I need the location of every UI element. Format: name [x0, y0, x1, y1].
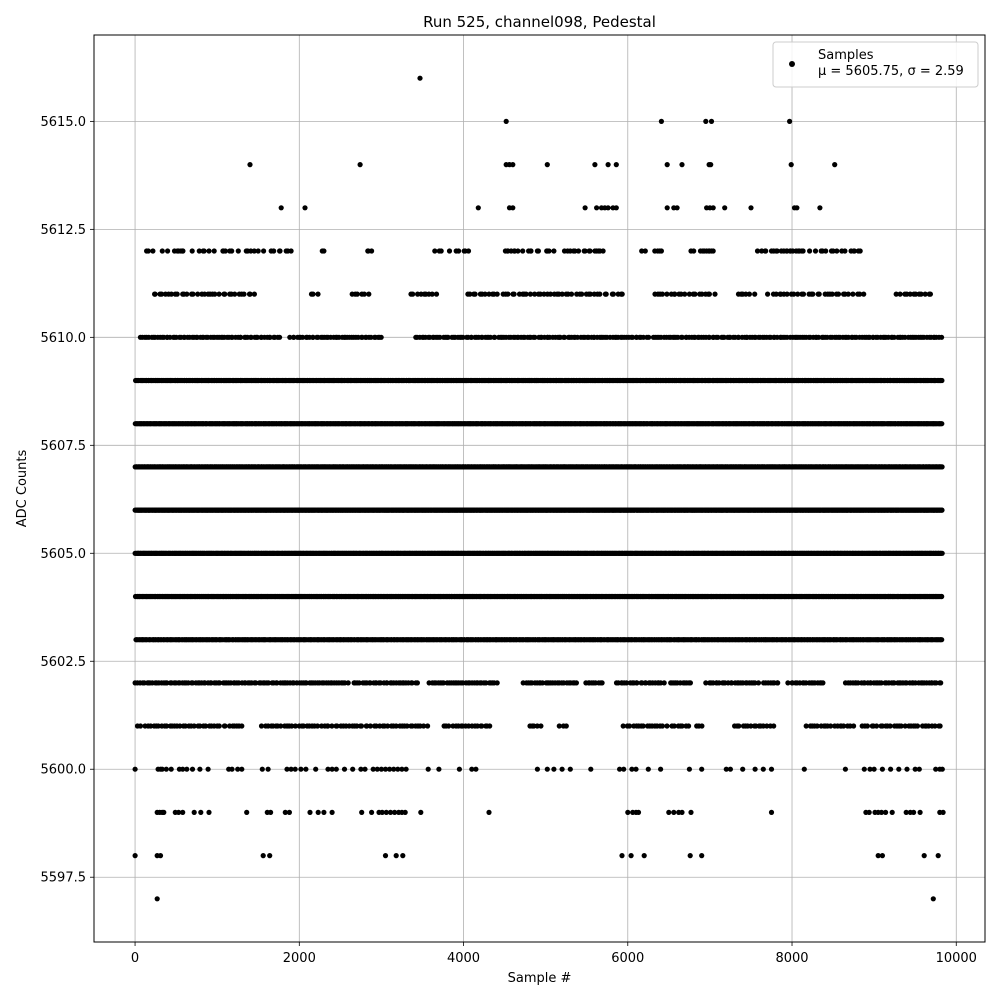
data-point — [197, 723, 203, 729]
data-point — [364, 723, 370, 729]
data-point — [764, 723, 770, 729]
data-point — [803, 723, 809, 729]
data-point — [785, 680, 791, 686]
data-point — [939, 507, 945, 513]
data-point — [329, 723, 335, 729]
data-point — [440, 680, 447, 686]
data-point — [752, 680, 758, 686]
data-point — [414, 680, 420, 686]
data-point — [891, 680, 897, 686]
data-point — [841, 723, 847, 729]
data-point — [164, 680, 170, 686]
data-point — [222, 723, 228, 729]
data-point — [932, 723, 938, 729]
data-point — [421, 723, 427, 729]
data-point — [538, 723, 544, 729]
data-point — [274, 680, 280, 686]
data-point — [425, 723, 431, 729]
data-point — [887, 723, 893, 729]
data-point — [216, 723, 222, 729]
data-point — [479, 723, 485, 729]
data-point — [534, 723, 540, 729]
data-point — [356, 680, 362, 686]
samples-series — [132, 75, 946, 902]
data-point — [573, 680, 580, 686]
data-point — [300, 723, 307, 729]
data-point — [864, 723, 871, 729]
data-point — [755, 680, 762, 686]
data-point — [679, 723, 685, 729]
data-point — [640, 723, 646, 729]
data-point — [828, 723, 834, 729]
data-point — [409, 680, 415, 686]
data-point — [933, 680, 939, 686]
data-point — [191, 723, 197, 729]
data-point — [164, 723, 170, 729]
data-point — [404, 723, 410, 729]
data-point — [292, 723, 298, 729]
data-point — [539, 680, 546, 686]
data-point — [354, 723, 360, 729]
data-point — [483, 680, 489, 686]
data-point — [671, 723, 677, 729]
data-point — [258, 723, 265, 729]
data-point — [367, 723, 373, 729]
data-point — [820, 680, 826, 686]
data-point — [345, 680, 351, 686]
data-point — [137, 723, 144, 729]
data-point — [814, 723, 820, 729]
data-point — [938, 680, 944, 686]
data-point — [623, 680, 630, 686]
data-point — [599, 680, 605, 686]
data-point — [775, 680, 781, 686]
data-point — [878, 680, 884, 686]
data-point — [384, 680, 390, 686]
data-point — [748, 723, 754, 729]
data-point — [874, 723, 880, 729]
data-point — [265, 680, 272, 686]
data-point — [898, 723, 904, 729]
data-point — [239, 723, 245, 729]
data-point — [937, 723, 943, 729]
data-point — [620, 723, 626, 729]
data-point — [278, 723, 284, 729]
data-point — [314, 723, 321, 729]
data-point — [659, 723, 666, 729]
data-point — [914, 723, 921, 729]
data-point — [736, 723, 742, 729]
data-point — [253, 680, 259, 686]
data-point — [334, 723, 340, 729]
data-point — [902, 723, 908, 729]
data-point — [393, 723, 399, 729]
data-point — [634, 680, 640, 686]
data-point — [563, 723, 569, 729]
data-point — [699, 723, 705, 729]
data-point — [728, 680, 735, 686]
data-point — [687, 680, 694, 686]
data-point — [771, 723, 777, 729]
data-point — [626, 723, 633, 729]
data-point — [325, 723, 331, 729]
data-point — [203, 723, 209, 729]
data-point — [358, 723, 365, 729]
data-point — [939, 593, 945, 600]
data-point — [217, 680, 223, 686]
data-point — [851, 723, 857, 729]
data-point — [939, 637, 945, 643]
data-point — [661, 680, 667, 686]
data-point — [556, 723, 562, 729]
data-point — [939, 550, 945, 556]
data-point — [385, 723, 391, 729]
data-point — [664, 723, 670, 729]
data-point — [289, 723, 295, 729]
data-point — [446, 723, 452, 729]
data-point — [686, 723, 692, 729]
data-point — [703, 680, 709, 686]
data-point — [487, 723, 493, 729]
data-point — [177, 723, 183, 729]
data-point — [494, 680, 500, 686]
